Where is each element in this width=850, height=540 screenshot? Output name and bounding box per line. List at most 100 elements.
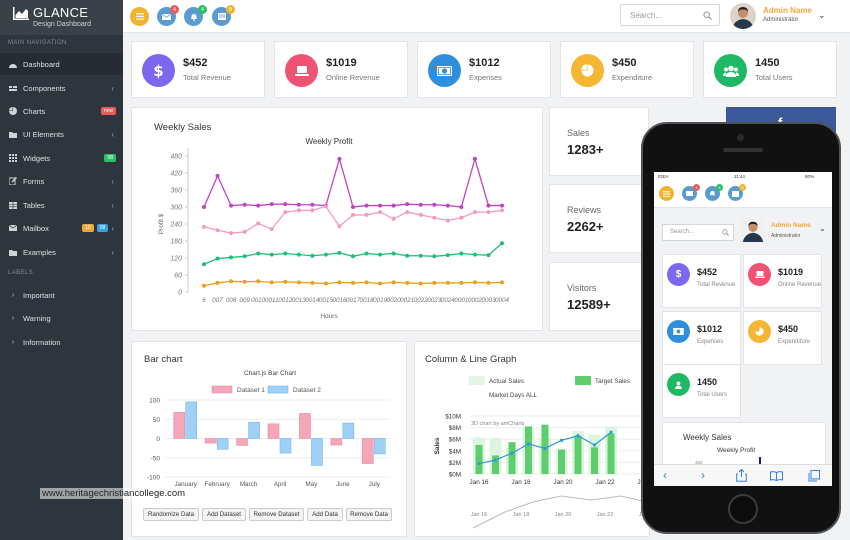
search-input[interactable]: Search... <box>630 10 663 20</box>
bar <box>330 438 343 446</box>
weekly-profit-title: Weekly Profit <box>717 447 756 454</box>
label-item-information[interactable]: › Information <box>0 331 123 353</box>
column-bar <box>558 449 565 474</box>
stat-label: Expenditure <box>612 73 653 82</box>
chevron-down-icon[interactable]: ⌄ <box>819 224 826 233</box>
laptop-icon <box>748 263 771 286</box>
remove-dataset-button[interactable]: Remove Dataset <box>249 508 304 521</box>
data-point <box>378 203 383 208</box>
forward-icon[interactable]: › <box>701 468 705 482</box>
remove-data-button[interactable]: Remove Data <box>346 508 392 521</box>
overview-tick-label: Jan 18 <box>513 512 530 518</box>
y-tick-label: 100 <box>149 398 160 405</box>
data-point <box>391 251 396 256</box>
avatar[interactable] <box>730 3 756 29</box>
avatar[interactable] <box>741 218 765 242</box>
sidebar-item-tables[interactable]: Tables ‹ <box>0 194 123 216</box>
mini-value: 1283+ <box>567 142 604 157</box>
x-tick-label: 0023 <box>427 297 442 304</box>
chevron-left-icon: ‹ <box>111 129 114 139</box>
tabs-icon[interactable] <box>808 470 820 482</box>
data-point <box>432 280 437 285</box>
weekly-sales-title: Weekly Sales <box>683 433 732 442</box>
sidebar-item-charts[interactable]: Charts new <box>0 100 123 122</box>
home-button[interactable] <box>728 494 758 524</box>
label-item-important[interactable]: › Important <box>0 284 123 306</box>
sidebar-item-label: Dashboard <box>23 59 60 69</box>
stat-label: Expenses <box>469 73 502 82</box>
bar-chart-panel: Bar chart Chart.js Bar Chart Dataset 1 Dat… <box>131 341 407 537</box>
bar <box>173 412 186 439</box>
components-icon <box>9 85 17 92</box>
mini-chart-line <box>759 457 761 467</box>
legend-label: Dataset 2 <box>293 387 321 394</box>
sidebar-item-components[interactable]: Components ‹ <box>0 77 123 99</box>
label-item-warning[interactable]: › Warning <box>0 307 123 329</box>
sidebar-item-examples[interactable]: Examples ‹ <box>0 241 123 263</box>
sidebar-item-dashboard[interactable]: Dashboard <box>0 53 123 75</box>
y-tick-label: 480 <box>170 154 182 161</box>
back-icon[interactable]: ‹ <box>663 468 667 482</box>
y-tick-label: -50 <box>151 455 161 462</box>
card-label: Expenditure <box>778 339 811 345</box>
data-point <box>269 280 274 285</box>
data-point <box>256 251 261 256</box>
data-point <box>472 156 477 161</box>
y-axis-label: Profit $ <box>158 213 165 234</box>
x-tick-label: 0010 <box>251 297 266 304</box>
weekly-profit-chart: Weekly Profit 0 60 120 180 240 300 360 420 480 Pro… <box>158 137 509 320</box>
add-data-button[interactable]: Add Data <box>307 508 343 521</box>
line-point <box>609 430 613 434</box>
app-logo[interactable]: GLANCE Design Dashboard <box>0 0 123 35</box>
series-line <box>203 156 502 208</box>
labels-heading: LABELS <box>8 270 34 276</box>
randomize-data-button[interactable]: Randomize Data <box>143 508 199 521</box>
tasks-badge: 8 <box>739 184 746 191</box>
x-tick-label: January <box>175 481 198 488</box>
weekly-sales-title: Weekly Sales <box>154 122 212 133</box>
card-value: $450 <box>778 324 799 334</box>
bar <box>361 438 374 464</box>
dollar-icon: $ <box>142 54 175 87</box>
bookmarks-icon[interactable] <box>770 471 783 481</box>
sidebar-item-label: UI Elements <box>23 129 64 139</box>
sidebar-item-ui-elements[interactable]: UI Elements ‹ <box>0 123 123 145</box>
overview-tick-label: Jan 22 <box>597 512 614 518</box>
x-tick-label: 0021 <box>400 297 414 304</box>
menu-button[interactable] <box>130 7 149 26</box>
bar <box>204 438 217 444</box>
data-point <box>323 252 328 257</box>
admin-name[interactable]: Admin Name <box>771 222 811 229</box>
column-line-title: Column & Line Graph <box>425 354 517 365</box>
bar-chart-title: Bar chart <box>144 354 183 365</box>
tasks-badge: 8 <box>226 5 235 14</box>
data-point <box>459 205 464 209</box>
y-tick-label: $0M <box>449 472 461 479</box>
search-box[interactable]: Search... <box>620 4 720 26</box>
data-point <box>283 210 288 215</box>
chevron-down-icon[interactable]: ⌄ <box>818 10 826 20</box>
phone-search-input[interactable]: Search... <box>662 224 734 241</box>
edit-icon <box>9 177 17 185</box>
data-point <box>256 203 261 208</box>
sidebar-item-forms[interactable]: Forms ‹ <box>0 170 123 192</box>
data-point <box>283 279 288 284</box>
stat-card-online-revenue: $1019 Online Revenue <box>274 41 408 98</box>
add-dataset-button[interactable]: Add Dataset <box>202 508 246 521</box>
admin-name[interactable]: Admin Name <box>763 6 812 15</box>
legend-label: Target Sales <box>595 378 630 385</box>
share-icon[interactable] <box>736 469 747 482</box>
phone-card-expenses: $1012 Expenses <box>662 311 741 365</box>
stat-value: $1012 <box>469 57 500 69</box>
data-point <box>486 203 491 208</box>
x-tick-label: 0002 <box>468 297 483 304</box>
line-point <box>493 458 498 462</box>
chevron-left-icon: ‹ <box>111 83 114 93</box>
legend-swatch <box>575 376 591 385</box>
data-point <box>432 202 437 207</box>
sidebar-item-widgets[interactable]: Widgets 08 <box>0 147 123 169</box>
data-point <box>310 253 315 258</box>
data-point <box>459 280 464 285</box>
menu-button[interactable] <box>659 186 674 201</box>
sidebar-item-mailbox[interactable]: Mailbox 10 08 ‹ <box>0 217 123 239</box>
